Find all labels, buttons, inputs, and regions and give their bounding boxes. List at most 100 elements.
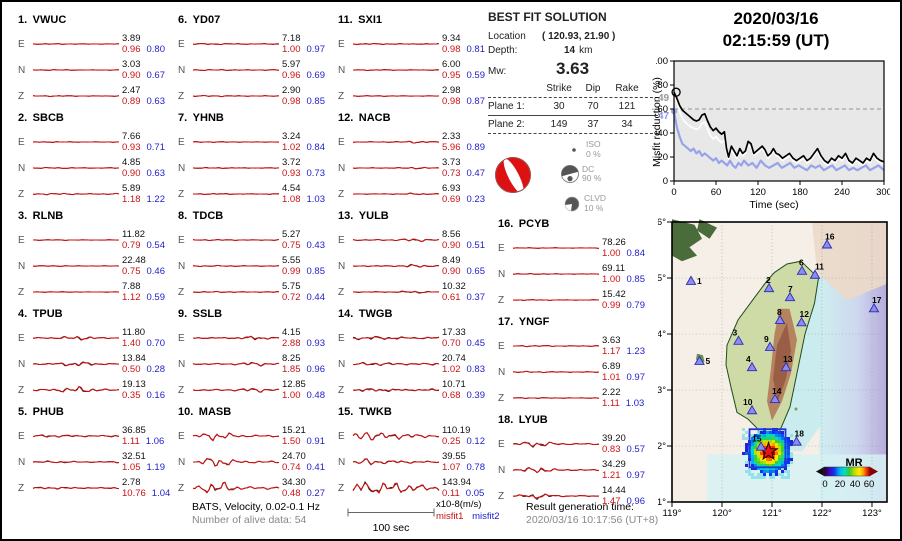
peak-amplitude: 19.13 xyxy=(122,379,146,390)
station-title: 3. RLNB xyxy=(18,210,64,222)
misfit1-value: 0.96 xyxy=(282,70,301,81)
component-label: Z xyxy=(18,286,25,298)
trace-values: 32.51 1.05 1.19 xyxy=(122,451,165,473)
trace-row-SBCB-Z: Z 5.89 1.18 1.22 xyxy=(18,181,176,207)
component-label: E xyxy=(18,38,25,50)
misfit1-value: 0.25 xyxy=(442,436,461,447)
misfit2-value: 1.19 xyxy=(146,462,166,473)
trace-row-SXI1-Z: Z 2.98 0.98 0.87 xyxy=(338,83,496,109)
component-label: N xyxy=(338,64,346,76)
component-label: N xyxy=(338,358,346,370)
svg-text:0: 0 xyxy=(663,176,668,187)
station-block-YNGF: 17. YNGF E 3.63 1.17 1.23 N 6.89 1.01 0.97 Z 2.22 1… xyxy=(498,316,656,414)
waveform-trace xyxy=(32,385,120,393)
svg-text:100: 100 xyxy=(656,56,668,67)
waveform-trace xyxy=(352,361,440,366)
trace-row-YULB-Z: Z 10.32 0.61 0.37 xyxy=(338,279,496,305)
trace-values: 3.89 0.96 0.80 xyxy=(122,33,165,55)
trace-row-PCYB-E: E 78.26 1.00 0.84 xyxy=(498,235,656,261)
plane-table-header: Strike Dip Rake xyxy=(488,82,658,95)
misfit1-value: 0.48 xyxy=(282,488,301,499)
waveform-trace xyxy=(192,432,280,442)
misfit1-value: 1.40 xyxy=(122,338,141,349)
peak-amplitude: 3.24 xyxy=(282,131,301,142)
mw-value: 3.63 xyxy=(556,59,590,78)
trace-row-TWGB-E: E 17.33 0.70 0.45 xyxy=(338,325,496,351)
peak-amplitude: 2.22 xyxy=(602,387,621,398)
peak-amplitude: 17.33 xyxy=(442,327,466,338)
waveform-trace xyxy=(192,68,280,72)
clvd-symbol-icon xyxy=(560,196,584,212)
misfit2-value: 0.63 xyxy=(146,96,166,107)
peak-amplitude: 2.78 xyxy=(122,477,141,488)
component-label: E xyxy=(338,136,345,148)
waveform-trace xyxy=(192,335,280,341)
svg-text:0: 0 xyxy=(822,479,827,490)
misfit1-value: 1.08 xyxy=(282,194,301,205)
station-block-SBCB: 2. SBCB E 7.66 0.93 0.71 N 4.85 0.90 0.63 Z 5.89 1.… xyxy=(18,112,176,210)
svg-text:6: 6 xyxy=(799,258,804,268)
misfit1-value: 0.75 xyxy=(282,240,301,251)
waveform-trace xyxy=(32,43,120,45)
component-label: N xyxy=(178,260,186,272)
trace-values: 8.56 0.90 0.51 xyxy=(442,229,485,251)
svg-text:16: 16 xyxy=(825,231,835,241)
station-title: 2. SBCB xyxy=(18,112,64,124)
misfit1-value: 1.11 xyxy=(602,398,620,409)
station-block-TPUB: 4. TPUB E 11.80 1.40 0.70 N 13.84 0.50 0.28 Z 19.1… xyxy=(18,308,176,406)
station-title: 9. SSLB xyxy=(178,308,223,320)
trace-row-YD07-Z: Z 2.90 0.98 0.85 xyxy=(178,83,336,109)
focal-mechanism-beachball-icon xyxy=(495,157,531,194)
peak-amplitude: 5.27 xyxy=(282,229,301,240)
svg-text:21°: 21° xyxy=(658,497,666,508)
waveform-trace xyxy=(192,167,280,169)
peak-amplitude: 20.74 xyxy=(442,353,466,364)
station-block-YULB: 13. YULB E 8.56 0.90 0.51 N 8.49 0.90 0.65 Z 10.32… xyxy=(338,210,496,308)
svg-text:120: 120 xyxy=(750,187,766,198)
waveform-trace xyxy=(33,141,119,143)
misfit1-start-annotation: 49 xyxy=(658,93,670,104)
misfit2-value: 0.47 xyxy=(466,168,486,179)
trace-values: 3.63 1.17 1.23 xyxy=(602,335,645,357)
svg-text:12: 12 xyxy=(800,309,810,319)
trace-values: 10.71 0.68 0.39 xyxy=(442,379,485,401)
misfit2-value: 0.83 xyxy=(466,364,486,375)
iso-symbol-icon xyxy=(562,145,586,155)
misfit1-value: 0.50 xyxy=(122,364,141,375)
rake-header: Rake xyxy=(615,83,639,94)
component-label: E xyxy=(498,438,505,450)
dc-item: DC 90 % xyxy=(558,164,601,184)
svg-text:40: 40 xyxy=(657,128,668,139)
waveform-trace xyxy=(512,397,600,399)
misfit2-value: 1.23 xyxy=(626,346,646,357)
trace-row-YD07-E: E 7.18 1.00 0.97 xyxy=(178,31,336,57)
misfit1-value: 0.83 xyxy=(602,444,621,455)
misfit2-value: 0.70 xyxy=(146,338,166,349)
misfit2-value: 0.85 xyxy=(626,274,646,285)
trace-row-NACB-Z: Z 6.93 0.69 0.23 xyxy=(338,181,496,207)
waveform-trace xyxy=(352,481,440,494)
misfit2-value: 0.97 xyxy=(626,470,646,481)
peak-amplitude: 12.85 xyxy=(282,379,306,390)
station-title: 14. TWGB xyxy=(338,308,393,320)
waveform-trace xyxy=(192,238,280,242)
misfit1-value: 10.76 xyxy=(122,488,146,499)
trace-values: 4.85 0.90 0.63 xyxy=(122,157,165,179)
waveform-trace xyxy=(352,140,440,144)
trace-row-LYUB-N: N 34.29 1.21 0.97 xyxy=(498,457,656,483)
component-label: N xyxy=(18,358,26,370)
trace-values: 36.85 1.11 1.06 xyxy=(122,425,164,447)
trace-row-RLNB-N: N 22.48 0.75 0.46 xyxy=(18,253,176,279)
peak-amplitude: 6.00 xyxy=(442,59,461,70)
dip-header: Dip xyxy=(585,83,601,94)
misfit2-value: 0.65 xyxy=(466,266,486,277)
peak-amplitude: 4.85 xyxy=(122,157,141,168)
misfit1-value: 0.69 xyxy=(442,194,461,205)
misfit2-value: 0.89 xyxy=(466,142,486,153)
component-label: N xyxy=(338,260,346,272)
misfit1-value: 0.74 xyxy=(282,462,301,473)
peak-amplitude: 143.94 xyxy=(442,477,472,488)
misfit2-value: 0.81 xyxy=(466,44,486,55)
waveform-trace xyxy=(352,43,440,46)
waveform-trace xyxy=(192,290,280,293)
